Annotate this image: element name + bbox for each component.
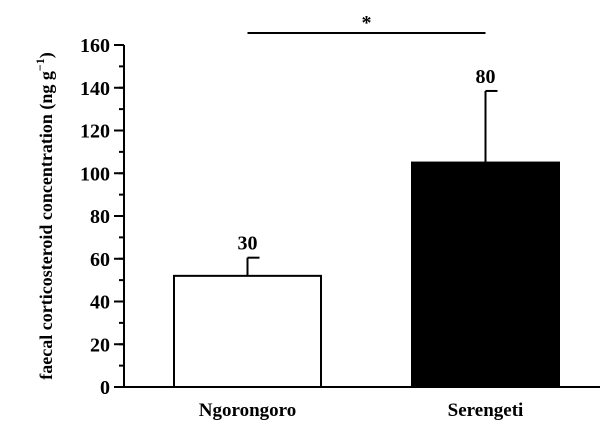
y-tick-label: 100 — [80, 163, 110, 185]
y-tick-label: 140 — [80, 78, 110, 100]
bar-serengeti — [411, 161, 560, 388]
x-tick-label: Ngorongoro — [199, 400, 296, 421]
x-axis: Ngorongoro Serengeti — [124, 386, 600, 421]
bars — [173, 89, 560, 389]
bar-ngorongoro — [173, 274, 322, 389]
x-tick-label: Serengeti — [448, 400, 524, 421]
y-tick-label: 20 — [90, 334, 110, 356]
sample-size-label: 80 — [476, 66, 496, 88]
y-tick-label: 160 — [80, 35, 110, 57]
y-tick-label: 0 — [100, 377, 110, 399]
y-tick-label: 120 — [80, 121, 110, 143]
y-axis-title: faecal corticosteroid concentration (ng … — [33, 52, 57, 379]
y-axis: 0 20 40 60 80 100 120 140 160 — [80, 35, 125, 399]
y-tick-label: 80 — [90, 206, 110, 228]
y-tick-label: 60 — [90, 249, 110, 271]
significance-star: * — [362, 12, 372, 34]
annotations: 30 80 * — [238, 12, 496, 255]
y-tick-label: 40 — [90, 292, 110, 314]
sample-size-label: 30 — [238, 233, 258, 255]
